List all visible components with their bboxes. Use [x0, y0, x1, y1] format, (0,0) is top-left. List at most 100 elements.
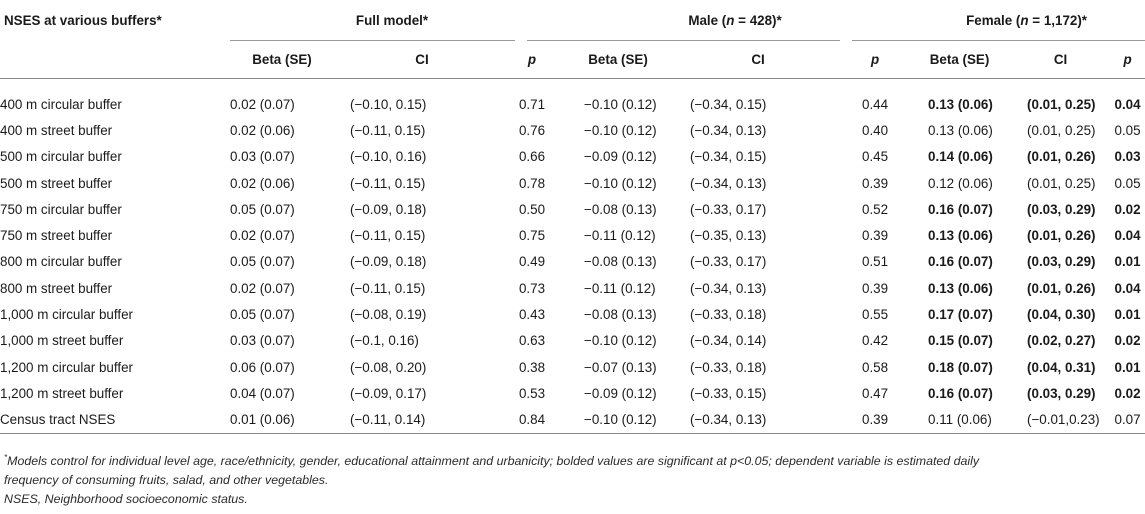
cell-ci: (−0.11, 0.15): [350, 122, 426, 138]
subheader-beta-se: Beta (SE): [252, 51, 312, 67]
cell-ci: (−0.10, 0.15): [350, 96, 427, 112]
cell-p: 0.76: [518, 122, 546, 138]
cell-p: 0.07: [1110, 406, 1145, 434]
cell-p: 0.50: [518, 201, 546, 217]
subheader-beta-se: Beta (SE): [929, 51, 990, 67]
cell-beta-se: 0.13 (0.06): [928, 280, 993, 296]
row-label: 1,200 m street buffer: [0, 385, 124, 401]
cell-ci: (−0.34, 0.13): [674, 406, 843, 434]
cell-beta-se: −0.09 (0.12): [584, 385, 657, 401]
cell-ci: (0.04, 0.31): [1027, 359, 1096, 375]
cell-p: 0.63: [518, 333, 546, 349]
cell-beta-se: −0.11 (0.12): [584, 280, 656, 296]
cell-ci: (−0.10, 0.16): [350, 149, 427, 165]
cell-beta-se: 0.03 (0.07): [230, 333, 295, 349]
cell-ci: (−0.35, 0.13): [690, 228, 767, 244]
table-row: 400 m street buffer 0.02 (0.06) (−0.11, 0.…: [0, 117, 1145, 143]
cell-p: 0.51: [862, 254, 889, 270]
cell-beta-se: 0.02 (0.07): [230, 280, 295, 296]
cell-beta-se: −0.09 (0.12): [584, 149, 657, 165]
cell-p: 0.47: [862, 385, 889, 401]
subheader-beta-se: Beta (SE): [588, 51, 648, 67]
cell-beta-se: 0.06 (0.07): [230, 359, 295, 375]
cell-beta-se: −0.07 (0.13): [584, 359, 657, 375]
table-row: Census tract NSES 0.01 (0.06) (−0.11, 0.14…: [0, 406, 1145, 434]
subheader-ci: CI: [1053, 51, 1068, 67]
table-row: 1,000 m street buffer 0.03 (0.07) (−0.1, 0…: [0, 328, 1145, 354]
cell-p: 0.02: [1114, 385, 1141, 401]
cell-p: 0.43: [518, 307, 546, 323]
cell-ci: (−0.33, 0.18): [690, 307, 767, 323]
cell-p: 0.01: [1114, 307, 1141, 323]
cell-beta-se: −0.10 (0.12): [584, 175, 657, 191]
cell-ci: (−0.34, 0.13): [690, 280, 767, 296]
cell-ci: (0.03, 0.29): [1027, 254, 1096, 270]
cell-p: 0.42: [862, 333, 889, 349]
group-rule: [230, 40, 515, 41]
cell-ci: (0.01, 0.26): [1027, 280, 1096, 296]
cell-ci: (−0.34, 0.13): [690, 175, 767, 191]
table-row: 800 m street buffer 0.02 (0.07) (−0.11, 0.…: [0, 275, 1145, 301]
header-nses-buffers: NSES at various buffers*: [4, 12, 162, 28]
row-label: 800 m circular buffer: [0, 254, 122, 270]
row-label: 500 m street buffer: [0, 175, 113, 191]
footnote-model: *Models control for individual level age…: [4, 452, 980, 468]
cell-beta-se: 0.15 (0.07): [928, 333, 993, 349]
cell-ci: (0.04, 0.30): [1027, 307, 1096, 323]
cell-beta-se: 0.03 (0.07): [230, 149, 295, 165]
cell-beta-se: 0.02 (0.07): [230, 228, 295, 244]
cell-ci: (−0.11, 0.15): [350, 175, 426, 191]
cell-ci: (0.01, 0.25): [1027, 122, 1096, 138]
cell-p: 0.84: [502, 406, 563, 434]
table-row: 1,200 m street buffer 0.04 (0.07) (−0.09, …: [0, 380, 1145, 406]
cell-beta-se: 0.13 (0.06): [928, 228, 993, 244]
cell-p: 0.38: [518, 359, 546, 375]
subheader-ci: CI: [415, 51, 429, 67]
cell-beta-se: 0.02 (0.06): [230, 175, 295, 191]
cell-p: 0.52: [862, 201, 889, 217]
header-blank: [0, 40, 222, 79]
row-label: 400 m circular buffer: [0, 96, 122, 112]
subheader-p: p: [527, 51, 537, 67]
row-label: 500 m circular buffer: [0, 149, 122, 165]
subheader-p: p: [1123, 51, 1132, 67]
cell-ci: (0.02, 0.27): [1027, 333, 1096, 349]
cell-beta-se: 0.02 (0.06): [230, 122, 295, 138]
cell-beta-se: −0.10 (0.12): [584, 333, 657, 349]
table-row: 400 m circular buffer 0.02 (0.07) (−0.10, …: [0, 91, 1145, 117]
cell-ci: (−0.33, 0.17): [690, 201, 767, 217]
cell-beta-se: 0.16 (0.07): [928, 201, 993, 217]
cell-ci: (−0.08, 0.20): [350, 359, 427, 375]
cell-ci: (−0.11, 0.14): [342, 406, 502, 434]
table-notes: *Models control for individual level age…: [4, 452, 1139, 509]
group-rule: [527, 40, 840, 41]
header-full-model: Full model*: [355, 12, 429, 28]
cell-beta-se: −0.10 (0.12): [562, 406, 675, 434]
cell-beta-se: 0.18 (0.07): [928, 359, 993, 375]
cell-ci: (0.01, 0.26): [1027, 149, 1096, 165]
row-label: 750 m circular buffer: [0, 201, 122, 217]
row-label: 1,200 m circular buffer: [0, 359, 133, 375]
cell-p: 0.39: [862, 280, 889, 296]
cell-ci: (0.03, 0.29): [1027, 201, 1096, 217]
cell-ci: (−0.09, 0.18): [350, 201, 427, 217]
cell-beta-se: 0.05 (0.07): [230, 201, 295, 217]
cell-beta-se: 0.05 (0.07): [230, 254, 295, 270]
cell-ci: (0.01, 0.25): [1027, 175, 1096, 191]
cell-p: 0.05: [1114, 175, 1141, 191]
cell-ci: (−0.34, 0.13): [690, 122, 767, 138]
cell-beta-se: −0.08 (0.13): [584, 201, 657, 217]
cell-ci: (−0.34, 0.15): [690, 96, 767, 112]
cell-p: 0.66: [518, 149, 546, 165]
cell-ci: (0.01, 0.25): [1027, 96, 1096, 112]
cell-beta-se: 0.04 (0.07): [230, 385, 295, 401]
cell-beta-se: −0.08 (0.13): [584, 307, 657, 323]
cell-ci: (−0.34, 0.15): [690, 149, 767, 165]
cell-ci: (0.01, 0.26): [1027, 228, 1096, 244]
results-table: NSES at various buffers* Full model* Male …: [0, 12, 1145, 434]
cell-ci: (−0.33, 0.17): [690, 254, 767, 270]
table-row: 500 m circular buffer 0.03 (0.07) (−0.10, …: [0, 144, 1145, 170]
cell-p: 0.02: [1114, 333, 1141, 349]
cell-p: 0.05: [1114, 122, 1141, 138]
